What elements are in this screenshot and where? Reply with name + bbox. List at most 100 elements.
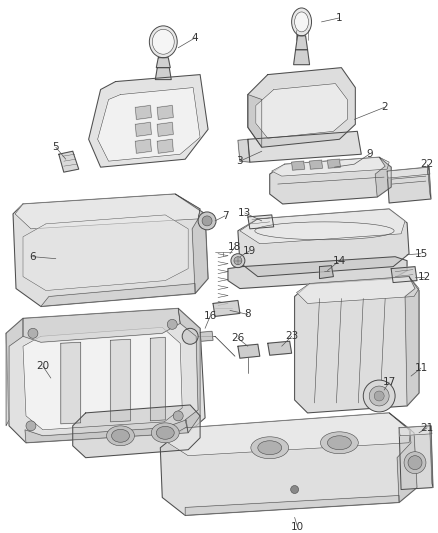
Polygon shape — [200, 332, 213, 341]
Polygon shape — [160, 413, 417, 515]
Polygon shape — [248, 68, 355, 147]
Polygon shape — [175, 194, 208, 294]
Ellipse shape — [149, 26, 177, 58]
Text: 5: 5 — [53, 142, 59, 152]
Polygon shape — [238, 344, 260, 358]
Polygon shape — [135, 106, 152, 119]
Ellipse shape — [152, 423, 179, 443]
Polygon shape — [23, 215, 188, 290]
Text: 14: 14 — [333, 256, 346, 265]
Text: 1: 1 — [336, 13, 343, 23]
Polygon shape — [297, 277, 419, 303]
Polygon shape — [88, 75, 208, 167]
Text: 3: 3 — [237, 156, 243, 166]
Text: 2: 2 — [381, 102, 388, 112]
Ellipse shape — [328, 436, 351, 450]
Ellipse shape — [255, 222, 394, 240]
Text: 23: 23 — [285, 332, 298, 341]
Ellipse shape — [258, 441, 282, 455]
Text: 26: 26 — [231, 333, 244, 343]
Polygon shape — [256, 84, 347, 138]
Text: 15: 15 — [414, 249, 427, 259]
Polygon shape — [292, 161, 304, 170]
Polygon shape — [272, 157, 389, 176]
Polygon shape — [23, 309, 180, 342]
Circle shape — [28, 328, 38, 338]
Polygon shape — [238, 209, 409, 277]
Circle shape — [231, 254, 245, 268]
Polygon shape — [157, 106, 173, 119]
Circle shape — [369, 386, 389, 406]
Polygon shape — [23, 327, 182, 430]
Polygon shape — [213, 301, 240, 317]
Polygon shape — [248, 94, 262, 147]
Text: 10: 10 — [291, 522, 304, 532]
Polygon shape — [185, 496, 399, 515]
Circle shape — [234, 257, 242, 265]
Polygon shape — [295, 277, 419, 413]
Circle shape — [291, 486, 299, 494]
Polygon shape — [248, 131, 361, 162]
Polygon shape — [41, 284, 195, 306]
Text: 19: 19 — [243, 246, 257, 256]
Ellipse shape — [295, 12, 308, 32]
Ellipse shape — [156, 426, 174, 439]
Polygon shape — [6, 318, 23, 426]
Polygon shape — [399, 426, 433, 489]
Text: 22: 22 — [420, 159, 434, 169]
Text: 20: 20 — [36, 361, 49, 371]
Polygon shape — [389, 413, 417, 503]
Text: 8: 8 — [244, 309, 251, 319]
Circle shape — [173, 411, 183, 421]
Ellipse shape — [292, 8, 311, 36]
Text: 13: 13 — [238, 208, 251, 218]
Circle shape — [26, 421, 36, 431]
Polygon shape — [13, 194, 208, 306]
Polygon shape — [375, 157, 391, 197]
Polygon shape — [428, 167, 431, 199]
Ellipse shape — [404, 451, 426, 474]
Polygon shape — [430, 426, 433, 488]
Circle shape — [198, 212, 216, 230]
Ellipse shape — [112, 429, 130, 442]
Circle shape — [182, 328, 198, 344]
Text: 6: 6 — [30, 252, 36, 262]
Polygon shape — [391, 266, 417, 282]
Polygon shape — [248, 215, 274, 229]
Polygon shape — [150, 337, 165, 421]
Text: 17: 17 — [382, 377, 396, 387]
Circle shape — [167, 319, 177, 329]
Ellipse shape — [321, 432, 358, 454]
Polygon shape — [135, 139, 152, 153]
Polygon shape — [387, 167, 431, 203]
Polygon shape — [387, 167, 430, 178]
Polygon shape — [98, 87, 200, 161]
Text: 11: 11 — [414, 363, 427, 373]
Polygon shape — [310, 160, 322, 169]
Polygon shape — [268, 341, 292, 355]
Polygon shape — [163, 413, 411, 456]
Ellipse shape — [152, 29, 174, 54]
Polygon shape — [328, 159, 340, 168]
Polygon shape — [135, 123, 152, 136]
Polygon shape — [228, 257, 407, 288]
Ellipse shape — [251, 437, 289, 459]
Text: 18: 18 — [228, 242, 241, 252]
Polygon shape — [156, 58, 170, 68]
Circle shape — [363, 380, 395, 412]
Polygon shape — [155, 68, 171, 79]
Polygon shape — [59, 151, 79, 172]
Polygon shape — [6, 309, 205, 443]
Polygon shape — [240, 209, 405, 244]
Circle shape — [374, 391, 384, 401]
Polygon shape — [110, 340, 131, 422]
Polygon shape — [15, 194, 200, 229]
Polygon shape — [61, 342, 81, 424]
Ellipse shape — [408, 456, 422, 470]
Text: 21: 21 — [420, 423, 434, 433]
Polygon shape — [270, 157, 391, 204]
Polygon shape — [293, 50, 310, 64]
Polygon shape — [178, 309, 200, 433]
Text: 12: 12 — [417, 272, 431, 281]
Polygon shape — [157, 139, 173, 153]
